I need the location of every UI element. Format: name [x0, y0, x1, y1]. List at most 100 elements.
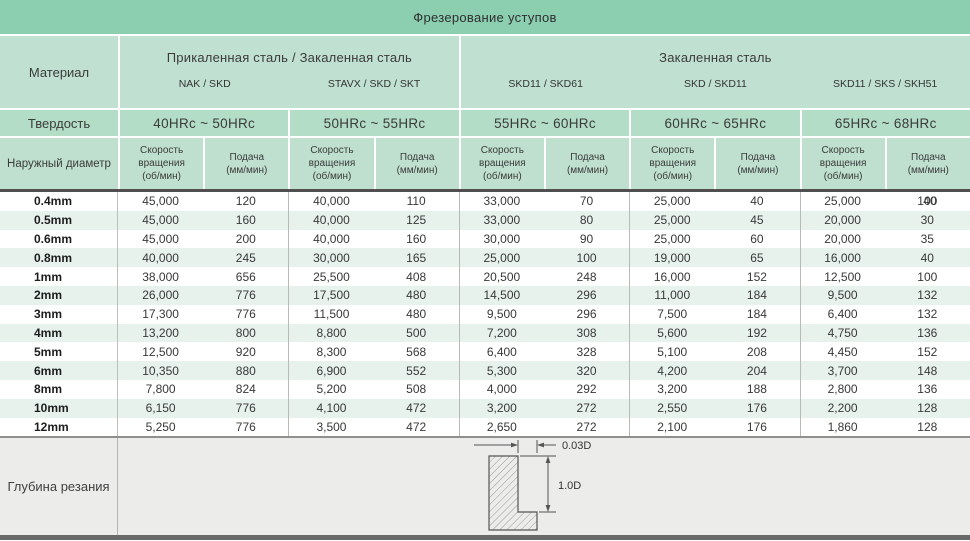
speed-cell: 45,000 [142, 231, 179, 246]
speed-cell: 33,000 [458, 210, 544, 230]
diameter-cell: 10mm [0, 398, 118, 418]
speed-header-cell: Скорость вращения (об/мин) [288, 138, 374, 189]
depth-of-cut-label: Глубина резания [7, 479, 110, 495]
speed-cell: 6,150 [145, 401, 176, 416]
feed-cell: 920 [235, 344, 256, 359]
speed-cell: 10,350 [142, 363, 179, 378]
speed-cell: 12,500 [142, 344, 179, 359]
grade-label-row: NAK / SKD STAVX / SKD / SKT [120, 78, 459, 108]
speed-cell: 26,000 [142, 288, 179, 303]
feed-cell: 136 [917, 382, 938, 397]
speed-cell: 19,000 [629, 248, 714, 268]
speed-header-line: (об/мин) [142, 171, 181, 182]
divider [0, 34, 970, 36]
diameter-cell: 1mm [0, 267, 118, 286]
page-title: Фрезерование уступов [413, 9, 557, 25]
table-row: 0.4mm 45,000 120 40,000 110 33,000 70 25,000 40 2… [0, 192, 970, 211]
speed-cell: 2,650 [458, 417, 544, 437]
hardness-row: Твердость 40HRc ~ 50HRc 50HRc ~ 55HRc 55HR… [0, 110, 970, 136]
speed-cell: 7,800 [145, 382, 176, 397]
speed-cell: 11,000 [629, 285, 714, 305]
feed-cell: 320 [576, 363, 597, 378]
speed-cell: 11,500 [288, 304, 373, 324]
speed-header-line: (об/мин) [482, 171, 522, 182]
speed-cell: 16,000 [799, 248, 885, 268]
feed-cell: 656 [235, 269, 256, 284]
feed-header-line: Подача [740, 151, 776, 163]
speed-cell: 25,000 [458, 248, 544, 268]
feed-cell: 90 [579, 231, 594, 246]
header-rule [0, 189, 970, 192]
speed-header-line: Скорость [310, 145, 354, 156]
data-table-body: 0.4mm 45,000 120 40,000 110 33,000 70 25,000 40 2… [0, 192, 970, 437]
feed-header-cell: Подача (мм/мин) [203, 138, 289, 189]
feed-header-line: (мм/мин) [737, 164, 779, 176]
speed-cell: 17,500 [288, 285, 373, 305]
speed-cell: 4,750 [799, 323, 885, 343]
speed-cell: 25,500 [288, 267, 373, 286]
divider [0, 136, 970, 138]
diameter-cell: 8mm [0, 379, 118, 399]
diameter-label-cell: Наружный диаметр [0, 138, 118, 189]
feed-cell: 292 [576, 382, 597, 397]
feed-cell: 776 [235, 401, 256, 416]
feed-cell: 776 [235, 307, 256, 322]
speed-cell: 5,250 [145, 419, 176, 434]
dim-label-radial: 0.03D [562, 440, 591, 452]
speed-cell: 40,000 [142, 250, 179, 265]
diameter-cell: 0.5mm [0, 210, 118, 230]
speed-cell: 45,000 [142, 194, 179, 209]
feed-cell: 65 [750, 250, 764, 265]
speed-cell: 40,000 [288, 229, 373, 249]
feed-cell: 70 [579, 194, 594, 209]
feed-cell: 245 [235, 250, 256, 265]
feed-cell: 176 [746, 401, 767, 416]
speed-header-cell: Скорость вращения (об/мин) [629, 138, 715, 189]
diameter-cell: 12mm [0, 417, 118, 437]
feed-cell: 208 [746, 344, 767, 359]
speed-header-line: Скорость [140, 145, 184, 156]
speed-cell: 4,200 [629, 361, 714, 380]
table-row: 5mm 12,500 920 8,300 568 6,400 328 5,100 208 4,45… [0, 342, 970, 362]
feed-cell: 128 [917, 419, 938, 434]
feed-cell: 152 [746, 269, 767, 284]
diameter-cell: 0.6mm [0, 229, 118, 249]
table-row: 4mm 13,200 800 8,800 500 7,200 308 5,600 192 4,75… [0, 323, 970, 343]
feed-cell: 80 [579, 213, 594, 228]
speed-header-cell: Скорость вращения (об/мин) [118, 138, 204, 189]
diameter-cell: 0.4mm [0, 192, 118, 211]
speed-cell: 8,300 [288, 342, 373, 362]
feed-cell: 35 [920, 231, 934, 246]
feed-header-cell: Подача (мм/мин) [884, 138, 970, 189]
speed-header-line: вращения [819, 158, 867, 169]
feed-cell: 472 [406, 401, 427, 416]
table-row: 12mm 5,250 776 3,500 472 2,650 272 2,100 176 1,86… [0, 417, 970, 437]
steel-group-title: Прикаленная сталь / Закаленная сталь [166, 49, 413, 65]
speed-cell: 30,000 [458, 229, 544, 249]
feed-cell: 296 [576, 288, 597, 303]
diameter-cell: 2mm [0, 285, 118, 305]
feed-cell: 568 [406, 344, 427, 359]
table-row: 3mm 17,300 776 11,500 480 9,500 296 7,500 184 6,4… [0, 304, 970, 324]
speed-cell: 25,000 [629, 192, 714, 211]
grade-label-row: SKD11 / SKD61 SKD / SKD11 SKD11 / SKS / SK… [461, 78, 970, 108]
title-bar: Фрезерование уступов [0, 0, 970, 34]
feed-cell: 110 [406, 194, 426, 209]
speed-cell: 6,400 [799, 304, 885, 324]
speed-cell: 25,000 [629, 229, 714, 249]
speed-header-line: Скорость [651, 145, 695, 156]
speed-cell: 5,600 [629, 323, 714, 343]
feed-header-line: Подача [570, 151, 605, 163]
feed-cell: 480 [406, 288, 427, 303]
material-label-cell: Материал [0, 36, 118, 108]
feed-header-line: (мм/мин) [907, 164, 949, 176]
feed-cell: 160 [406, 231, 427, 246]
steel-group-hardened: Закаленная сталь SKD11 / SKD61 SKD / SKD1… [458, 36, 970, 108]
table-row: 0.5mm 45,000 160 40,000 125 33,000 80 25,000 45 2… [0, 210, 970, 230]
speed-header-line: Скорость [480, 145, 524, 156]
feed-cell: 136 [917, 325, 938, 340]
feed-cell: 148 [917, 363, 938, 378]
depth-of-cut-label-cell: Глубина резания [0, 438, 118, 536]
column-header-row: Наружный диаметр Скорость вращения (об/мин… [0, 138, 970, 189]
